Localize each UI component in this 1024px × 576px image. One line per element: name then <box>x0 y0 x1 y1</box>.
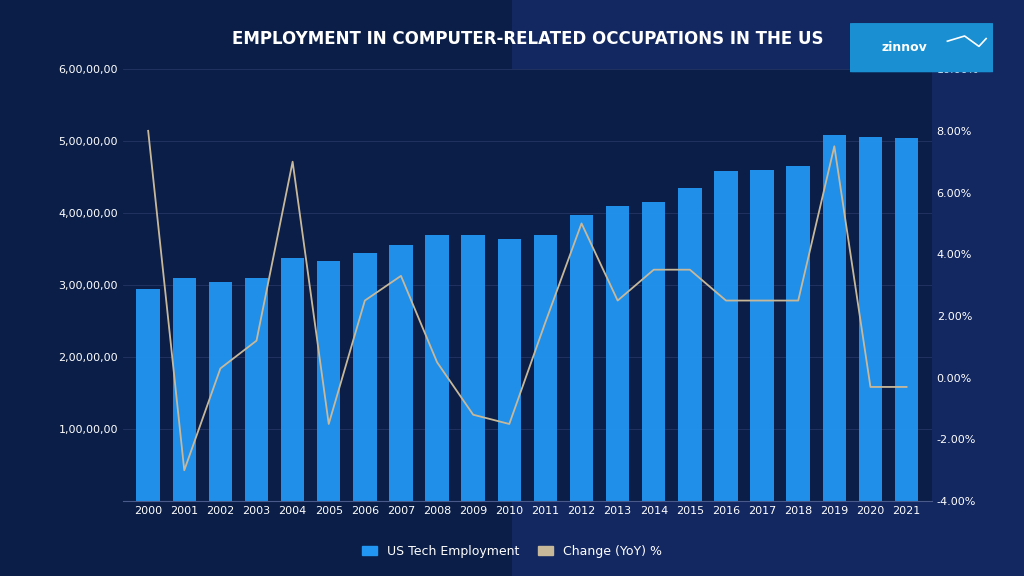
Bar <box>786 166 810 501</box>
Bar <box>317 260 340 501</box>
Bar <box>498 239 521 501</box>
Bar <box>751 170 774 501</box>
Legend: US Tech Employment, Change (YoY) %: US Tech Employment, Change (YoY) % <box>355 539 669 564</box>
Bar <box>389 245 413 501</box>
Bar <box>678 188 701 501</box>
Bar <box>606 206 630 501</box>
Bar <box>136 289 160 501</box>
Text: zinnov: zinnov <box>882 41 928 54</box>
Bar <box>642 202 666 501</box>
Bar <box>281 258 304 501</box>
Bar <box>715 172 737 501</box>
Title: EMPLOYMENT IN COMPUTER-RELATED OCCUPATIONS IN THE US: EMPLOYMENT IN COMPUTER-RELATED OCCUPATIO… <box>231 30 823 48</box>
Bar <box>172 278 196 501</box>
Bar <box>245 278 268 501</box>
Bar <box>859 137 883 501</box>
Bar <box>895 138 919 501</box>
Bar <box>822 135 846 501</box>
Bar <box>569 215 593 501</box>
FancyBboxPatch shape <box>846 23 997 73</box>
Bar <box>209 282 232 501</box>
Bar <box>353 253 377 501</box>
Bar <box>425 235 449 501</box>
Bar <box>534 235 557 501</box>
Bar <box>462 235 485 501</box>
